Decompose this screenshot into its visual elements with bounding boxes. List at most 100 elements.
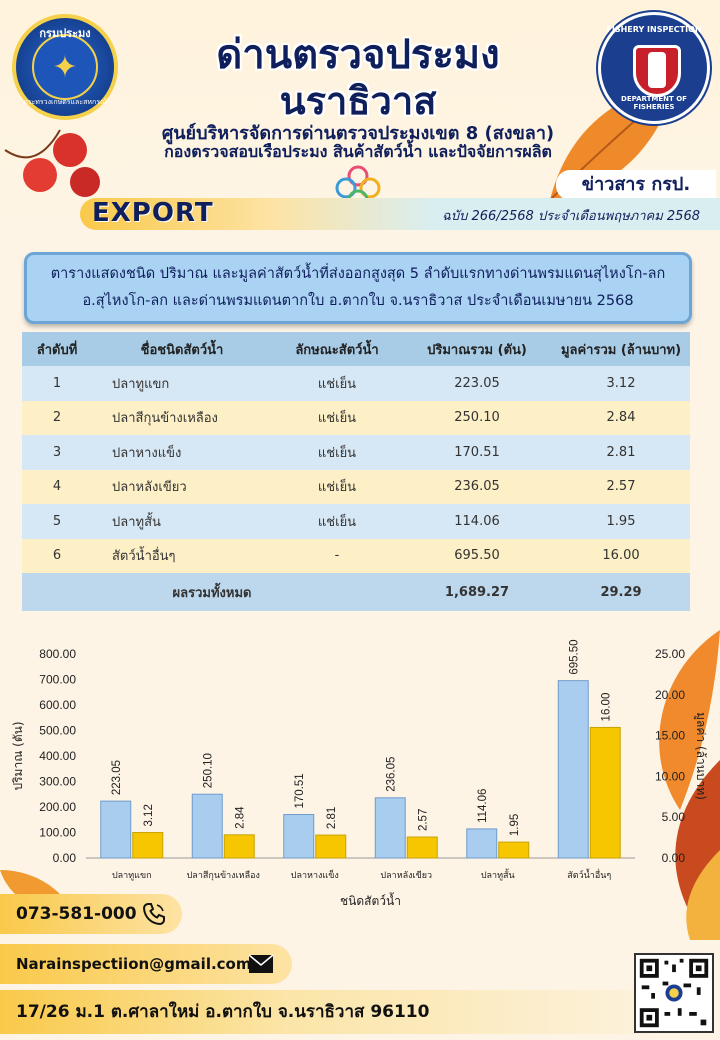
col-type: ลักษณะสัตว์น้ำ [272,332,402,366]
y2-tick-label: 15.00 [655,729,685,743]
bar-value [498,841,530,859]
data-label-value: 16.00 [600,693,612,722]
news-label: ข่าวสาร กรป. [556,170,716,200]
data-label-value: 2.84 [234,806,246,829]
data-label-value: 1.95 [509,814,521,836]
center-subtitle: ศูนย์บริหารจัดการด่านตรวจประมงเขต 8 (สงข… [161,123,555,144]
bar-quantity [466,828,498,859]
total-label: ผลรวมทั้งหมด [22,573,402,611]
table-row: 2 ปลาสีกุนข้างเหลือง แช่เย็น 250.10 2.84 [22,400,690,435]
division-subtitle: กองตรวจสอบเรือประมง สินค้าสัตว์น้ำ และปั… [164,142,552,161]
cell-value: 2.57 [552,469,690,504]
table-row: 3 ปลาหางแข็ง แช่เย็น 170.51 2.81 [22,435,690,470]
y-tick-label: 300.00 [39,775,76,789]
y2-axis-title: มูลค่า (ล้านบาท) [693,712,708,800]
data-label-quantity: 223.05 [111,760,123,795]
cell-quantity: 223.05 [402,366,552,401]
data-label-value: 2.81 [326,807,338,829]
table-caption-banner: ตารางแสดงชนิด ปริมาณ และมูลค่าสัตว์น้ำที… [24,252,692,324]
emblem-icon: ✦ [32,34,98,100]
cell-order: 1 [22,366,92,401]
col-value: มูลค่ารวม (ล้านบาท) [552,332,690,366]
address-bar [0,990,720,1034]
cell-species: ปลาหลังเขียว [92,469,272,504]
email-pill: Narainspectiion@gmail.com [0,944,292,984]
qr-code-icon[interactable] [634,953,714,1033]
cell-species: ปลาหางแข็ง [92,435,272,470]
table-row: 6 สัตว์น้ำอื่นๆ - 695.50 16.00 [22,538,690,573]
x-tick-label: ปลาสีกุนข้างเหลือง [187,870,260,881]
y-tick-label: 0.00 [53,851,77,865]
bar-value [589,726,621,859]
cell-type: แช่เย็น [272,469,402,504]
data-label-quantity: 114.06 [477,789,489,823]
y-tick-label: 100.00 [39,826,76,840]
export-bar [80,198,720,230]
x-axis-title: ชนิดสัตว์น้ำ [340,892,401,908]
y2-tick-label: 10.00 [655,769,685,783]
col-species: ชื่อชนิดสัตว์น้ำ [92,332,272,366]
y-tick-label: 400.00 [39,749,76,763]
table-header-row: ลำดับที่ ชื่อชนิดสัตว์น้ำ ลักษณะสัตว์น้ำ… [22,332,690,366]
bar-quantity [283,814,315,859]
logo-right-top-text: FISHERY INSPECTION [606,25,702,34]
phone-icon [142,903,165,926]
bar-value [406,836,438,859]
logo-right-bottom-text: DEPARTMENT OF FISHERIES [621,95,687,111]
bar-value [223,834,255,859]
page-title: ด่านตรวจประมง [216,32,500,78]
email-address: Narainspectiion@gmail.com [16,955,252,973]
phone-number: 073-581-000 [16,904,137,924]
mail-icon [248,954,274,973]
cell-type: แช่เย็น [272,366,402,401]
x-tick-label: ปลาทูสั้น [481,868,515,881]
y-tick-label: 700.00 [39,673,76,687]
cell-value: 2.81 [552,435,690,470]
y-tick-label: 500.00 [39,724,76,738]
cell-value: 2.84 [552,400,690,435]
export-bar-chart: 0.00 100.00 200.00 300.00 400.00 500.00 600.00… [11,639,708,908]
cell-value: 3.12 [552,366,690,401]
y2-tick-label: 25.00 [655,647,685,661]
issue-number: ฉบับ 266/2568 ประจำเดือนพฤษภาคม 2568 [442,209,700,224]
cell-species: ปลาทูแขก [92,366,272,401]
bar-quantity [374,797,406,859]
col-order: ลำดับที่ [22,332,92,366]
col-quantity: ปริมาณรวม (ตัน) [402,332,552,366]
data-label-quantity: 695.50 [568,639,580,674]
cell-quantity: 236.05 [402,469,552,504]
export-table: ลำดับที่ ชื่อชนิดสัตว์น้ำ ลักษณะสัตว์น้ำ… [22,332,690,611]
bar-value [315,834,347,859]
data-label-value: 2.57 [417,809,429,831]
x-tick-label: สัตว์น้ำอื่นๆ [567,868,611,881]
x-tick-label: ปลาทูแขก [112,871,152,881]
cell-order: 2 [22,400,92,435]
data-label-value: 3.12 [143,804,155,826]
cell-species: ปลาสีกุนข้างเหลือง [92,400,272,435]
cell-quantity: 695.50 [402,538,552,573]
x-tick-label: ปลาหลังเขียว [380,870,432,881]
total-value: 29.29 [552,573,690,611]
cell-order: 6 [22,538,92,573]
bar-value [132,832,164,859]
phone-pill: 073-581-000 [0,894,182,934]
bar-quantity [100,800,132,859]
office-address: 17/26 ม.1 ต.ศาลาใหม่ อ.ตากใบ จ.นราธิวาส … [16,1002,430,1022]
page-title-province: นราธิวาส [279,79,437,123]
cell-quantity: 250.10 [402,400,552,435]
cell-quantity: 114.06 [402,504,552,539]
y2-tick-label: 5.00 [662,810,686,824]
export-label: EXPORT [92,198,214,228]
cell-type: แช่เย็น [272,400,402,435]
caption-line-2: อ.สุไหงโก-ลก และด่านพรมแดนตากใบ อ.ตากใบ … [82,293,634,309]
data-label-quantity: 170.51 [294,773,306,808]
cell-order: 4 [22,469,92,504]
shield-icon [633,45,681,97]
table-row: 1 ปลาทูแขก แช่เย็น 223.05 3.12 [22,366,690,401]
data-label-quantity: 250.10 [202,753,214,788]
y-tick-label: 200.00 [39,800,76,814]
cell-species: สัตว์น้ำอื่นๆ [92,538,272,573]
cell-quantity: 170.51 [402,435,552,470]
table-total-row: ผลรวมทั้งหมด 1,689.27 29.29 [22,573,690,611]
bar-quantity [557,680,589,859]
